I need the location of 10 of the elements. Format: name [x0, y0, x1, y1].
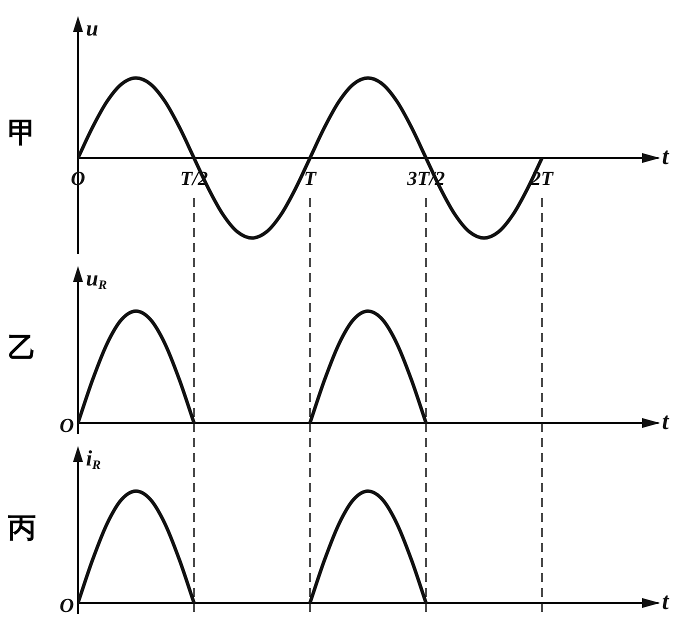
x-axis-title: t: [662, 144, 670, 170]
x-axis-title: t: [662, 409, 670, 436]
text: 乙: [8, 330, 37, 366]
x-axis-title: t: [662, 589, 670, 616]
text: 甲: [8, 115, 37, 151]
y-axis-title: u: [86, 16, 98, 41]
annotation: O: [60, 595, 74, 617]
text: 丙: [8, 510, 37, 546]
annotation: O: [60, 415, 74, 437]
x-tick-label: T: [304, 168, 317, 190]
